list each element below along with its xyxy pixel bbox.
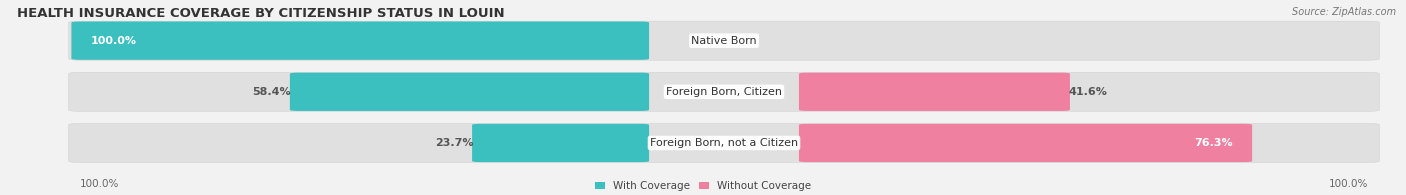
Text: 100.0%: 100.0% xyxy=(91,36,136,46)
FancyBboxPatch shape xyxy=(69,21,1379,60)
Text: 100.0%: 100.0% xyxy=(1329,179,1368,189)
FancyBboxPatch shape xyxy=(69,123,1379,162)
Text: 58.4%: 58.4% xyxy=(253,87,291,97)
Text: Foreign Born, not a Citizen: Foreign Born, not a Citizen xyxy=(650,138,799,148)
Legend: With Coverage, Without Coverage: With Coverage, Without Coverage xyxy=(595,181,811,191)
Text: 41.6%: 41.6% xyxy=(1069,87,1108,97)
Text: 23.7%: 23.7% xyxy=(434,138,474,148)
FancyBboxPatch shape xyxy=(799,73,1070,111)
Text: 100.0%: 100.0% xyxy=(80,179,120,189)
Text: HEALTH INSURANCE COVERAGE BY CITIZENSHIP STATUS IN LOUIN: HEALTH INSURANCE COVERAGE BY CITIZENSHIP… xyxy=(17,7,505,20)
FancyBboxPatch shape xyxy=(69,72,1379,111)
Text: Foreign Born, Citizen: Foreign Born, Citizen xyxy=(666,87,782,97)
FancyBboxPatch shape xyxy=(799,124,1253,162)
FancyBboxPatch shape xyxy=(472,124,650,162)
FancyBboxPatch shape xyxy=(72,21,650,60)
FancyBboxPatch shape xyxy=(290,73,650,111)
Text: Native Born: Native Born xyxy=(692,36,756,46)
Text: 76.3%: 76.3% xyxy=(1194,138,1233,148)
Text: Source: ZipAtlas.com: Source: ZipAtlas.com xyxy=(1292,7,1396,17)
